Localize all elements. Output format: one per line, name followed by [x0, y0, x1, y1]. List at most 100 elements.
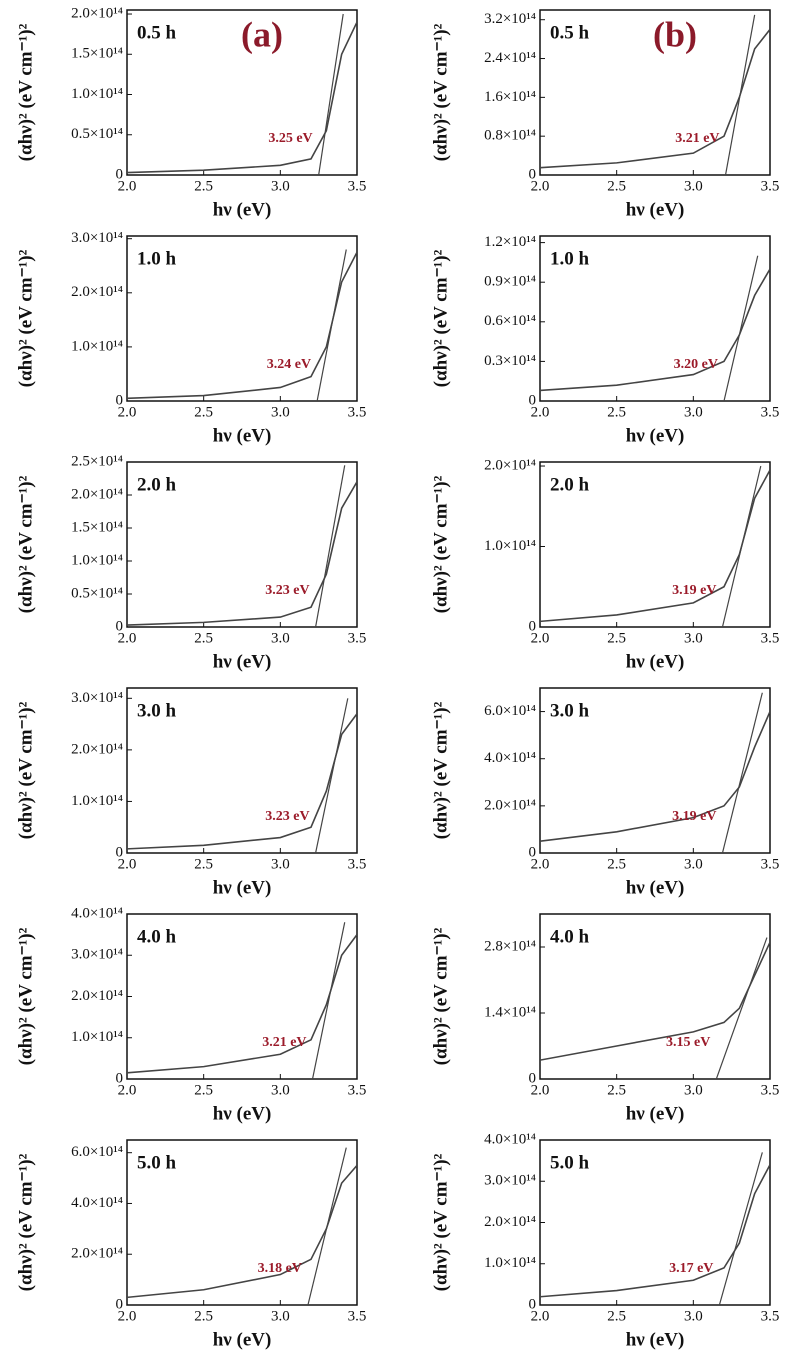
y-tick-label: 3.0×10¹⁴	[71, 947, 123, 963]
y-tick-label: 1.0×10¹⁴	[71, 86, 123, 102]
curve	[540, 711, 770, 843]
sample-label: 4.0 h	[550, 926, 590, 947]
plot-frame	[126, 461, 358, 628]
curve	[540, 469, 770, 623]
y-tick-label: 1.6×10¹⁴	[484, 89, 536, 105]
y-tick-label: 0.9×10¹⁴	[484, 274, 536, 290]
x-tick-label: 3.5	[761, 178, 780, 194]
y-tick-label: 1.0×10¹⁴	[71, 338, 123, 354]
panel-label: (b)	[653, 14, 697, 54]
y-tick-label: 2.5×10¹⁴	[71, 453, 123, 469]
curve	[540, 1164, 770, 1298]
x-tick-label: 3.5	[761, 630, 780, 646]
x-tick-label: 3.5	[348, 178, 367, 194]
x-tick-label: 3.0	[684, 630, 703, 646]
y-axis-label: (αhν)² (eV cm⁻¹)²	[15, 475, 36, 613]
fit-line	[721, 692, 763, 853]
y-tick-label: 2.0×10¹⁴	[71, 741, 123, 757]
sample-label: 3.0 h	[550, 700, 590, 721]
x-tick-label: 3.0	[684, 404, 703, 420]
curve	[127, 251, 357, 400]
fit-line	[311, 922, 346, 1079]
y-tick-label: 4.0×10¹⁴	[71, 1195, 123, 1211]
x-tick-label: 2.5	[607, 630, 626, 646]
y-tick-label: 2.0×10¹⁴	[484, 797, 536, 813]
x-tick-label: 3.5	[761, 1308, 780, 1324]
plot-frame	[126, 235, 358, 402]
fit-line	[718, 1152, 763, 1305]
plot-frame	[539, 235, 771, 402]
x-axis-label: hν (eV)	[213, 1329, 272, 1350]
y-tick-label: 0	[116, 166, 124, 182]
fit-line	[315, 698, 349, 853]
y-tick-label: 0	[116, 618, 124, 634]
sample-label: 2.0 h	[137, 474, 177, 495]
annotation: 3.24 eV	[267, 357, 311, 372]
x-tick-label: 3.0	[684, 1308, 703, 1324]
annotation: 3.23 eV	[265, 583, 309, 598]
y-tick-label: 0	[529, 618, 537, 634]
x-axis-label: hν (eV)	[626, 651, 685, 672]
plot-frame	[126, 9, 358, 176]
sample-label: 5.0 h	[550, 1152, 590, 1173]
x-tick-label: 3.0	[684, 178, 703, 194]
x-tick-label: 2.5	[194, 630, 213, 646]
y-tick-label: 4.0×10¹⁴	[484, 750, 536, 766]
y-tick-label: 6.0×10¹⁴	[71, 1144, 123, 1160]
y-tick-label: 1.5×10¹⁴	[71, 46, 123, 62]
sample-label: 5.0 h	[137, 1152, 177, 1173]
y-axis-label: (αhν)² (eV cm⁻¹)²	[15, 249, 36, 387]
fit-line	[318, 13, 344, 175]
y-axis-label: (αhν)² (eV cm⁻¹)²	[430, 475, 451, 613]
y-tick-label: 0	[116, 1296, 124, 1312]
y-tick-label: 1.0×10¹⁴	[71, 552, 123, 568]
fit-line	[715, 937, 768, 1079]
x-tick-label: 2.5	[194, 404, 213, 420]
x-axis-label: hν (eV)	[213, 199, 272, 220]
x-tick-label: 2.0	[118, 630, 137, 646]
y-tick-label: 0	[116, 844, 124, 860]
x-tick-label: 2.0	[118, 1082, 137, 1098]
x-tick-label: 3.5	[761, 404, 780, 420]
fit-line	[721, 465, 762, 627]
x-tick-label: 3.0	[271, 1082, 290, 1098]
y-tick-label: 2.0×10¹⁴	[71, 284, 123, 300]
x-tick-label: 2.5	[607, 1082, 626, 1098]
curve	[127, 713, 357, 850]
x-tick-label: 2.5	[194, 1082, 213, 1098]
y-tick-label: 0	[529, 844, 537, 860]
annotation: 3.19 eV	[672, 809, 716, 824]
sample-label: 3.0 h	[137, 700, 177, 721]
x-axis-label: hν (eV)	[213, 877, 272, 898]
y-tick-label: 0.5×10¹⁴	[71, 126, 123, 142]
curve	[127, 481, 357, 626]
x-axis-label: hν (eV)	[213, 425, 272, 446]
y-tick-label: 1.0×10¹⁴	[484, 1255, 536, 1271]
y-axis-label: (αhν)² (eV cm⁻¹)²	[15, 701, 36, 839]
curve	[540, 28, 770, 169]
x-tick-label: 2.5	[194, 1308, 213, 1324]
x-tick-label: 2.0	[118, 404, 137, 420]
x-tick-label: 2.0	[531, 1082, 550, 1098]
x-tick-label: 3.5	[348, 404, 367, 420]
sample-label: 4.0 h	[137, 926, 177, 947]
annotation: 3.21 eV	[675, 131, 719, 146]
x-tick-label: 2.5	[194, 856, 213, 872]
x-tick-label: 2.5	[607, 178, 626, 194]
curve	[127, 1164, 357, 1299]
x-tick-label: 3.0	[271, 178, 290, 194]
fit-line	[724, 14, 756, 175]
x-tick-label: 2.0	[118, 856, 137, 872]
curve	[127, 934, 357, 1074]
sample-label: 0.5 h	[550, 22, 590, 43]
x-tick-label: 2.0	[118, 1308, 137, 1324]
y-tick-label: 2.0×10¹⁴	[71, 486, 123, 502]
fit-line	[315, 465, 346, 627]
y-tick-label: 0.8×10¹⁴	[484, 128, 536, 144]
annotation: 3.23 eV	[265, 809, 309, 824]
fit-line	[307, 1147, 347, 1305]
y-axis-label: (αhν)² (eV cm⁻¹)²	[430, 701, 451, 839]
annotation: 3.25 eV	[268, 131, 312, 146]
y-tick-label: 0.5×10¹⁴	[71, 585, 123, 601]
